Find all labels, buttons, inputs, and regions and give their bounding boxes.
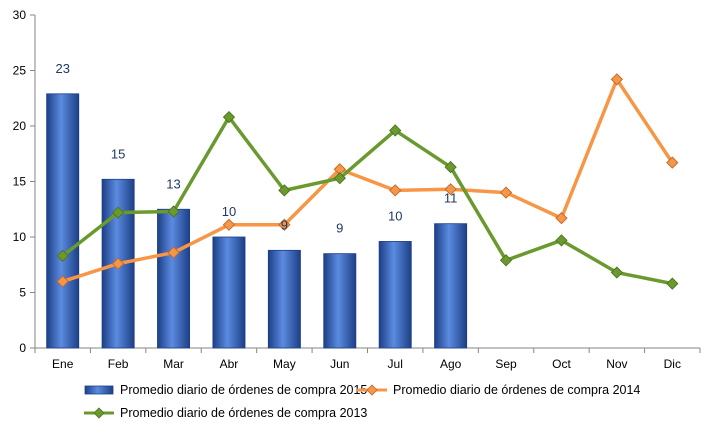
bar-data-label: 23 <box>55 61 69 76</box>
line-point-marker <box>56 275 69 288</box>
x-tick-label: Jul <box>388 357 403 371</box>
line-point-marker <box>499 254 513 267</box>
line-point-marker <box>555 211 568 225</box>
line-point-marker <box>222 218 236 231</box>
y-tick-label: 25 <box>13 64 27 78</box>
chart-axes: 0 5 10 15 20 25 30 Ene Feb Mar Abr May Jun Jul Ago Sep O… <box>13 8 701 371</box>
line-point-marker <box>444 183 457 196</box>
bar-may <box>267 249 301 349</box>
bar-ene <box>46 93 80 349</box>
x-tick-label: Mar <box>163 357 184 371</box>
line-point-marker <box>278 218 291 231</box>
x-tick-label: Feb <box>108 357 129 371</box>
bar-ago <box>434 223 468 349</box>
x-tick-label: Nov <box>606 357 627 371</box>
line-point-marker <box>111 257 125 270</box>
line-point-marker <box>555 234 568 247</box>
line-point-marker <box>610 73 624 86</box>
x-tick-label: May <box>273 357 296 371</box>
line-point-marker <box>666 156 679 169</box>
line-point-marker <box>444 160 457 174</box>
bar-data-label: 10 <box>388 208 402 223</box>
x-tick-label: Sep <box>495 357 517 371</box>
x-tick-label: Abr <box>220 357 239 371</box>
line-point-marker <box>499 186 513 199</box>
bar-abr <box>212 236 246 349</box>
line-point-marker <box>222 110 236 124</box>
bar-jul <box>378 241 412 349</box>
line-point-marker <box>389 124 402 137</box>
x-tick-label: Oct <box>552 357 571 371</box>
bar-jun <box>323 253 357 349</box>
y-tick-label: 0 <box>19 341 26 355</box>
y-tick-label: 5 <box>19 286 26 300</box>
y-tick-label: 15 <box>13 175 27 189</box>
data-labels: 23 15 13 10 9 9 10 11 <box>55 61 457 236</box>
bar-data-label: 15 <box>111 146 125 161</box>
line-point-marker <box>389 184 402 197</box>
bar-data-label: 13 <box>166 176 180 191</box>
line-path-2013 <box>61 115 673 286</box>
bar-data-label: 11 <box>444 191 458 206</box>
line-point-marker <box>167 205 180 218</box>
line-point-marker <box>278 184 291 197</box>
bar-data-label: 9 <box>336 221 343 236</box>
line-series <box>56 73 679 290</box>
line-path-2014 <box>62 77 674 284</box>
x-tick-label: Ago <box>440 357 462 371</box>
line-point-marker <box>111 206 125 219</box>
bar-mar <box>157 208 191 349</box>
y-tick-label: 20 <box>13 119 27 133</box>
x-tick-label: Jun <box>330 357 349 371</box>
y-tick-label: 30 <box>13 8 27 22</box>
bar-series-2015 <box>46 93 468 349</box>
y-tick-label: 10 <box>13 230 27 244</box>
x-tick-label: Dic <box>664 357 681 371</box>
x-tick-label: Ene <box>52 357 74 371</box>
line-point-marker <box>167 246 180 259</box>
line-point-marker <box>666 277 679 290</box>
bar-data-label: 10 <box>222 204 236 219</box>
bar-data-label: 9 <box>281 217 288 232</box>
line-point-marker <box>333 172 346 185</box>
line-point-marker <box>56 249 69 263</box>
line-point-marker <box>610 266 624 279</box>
